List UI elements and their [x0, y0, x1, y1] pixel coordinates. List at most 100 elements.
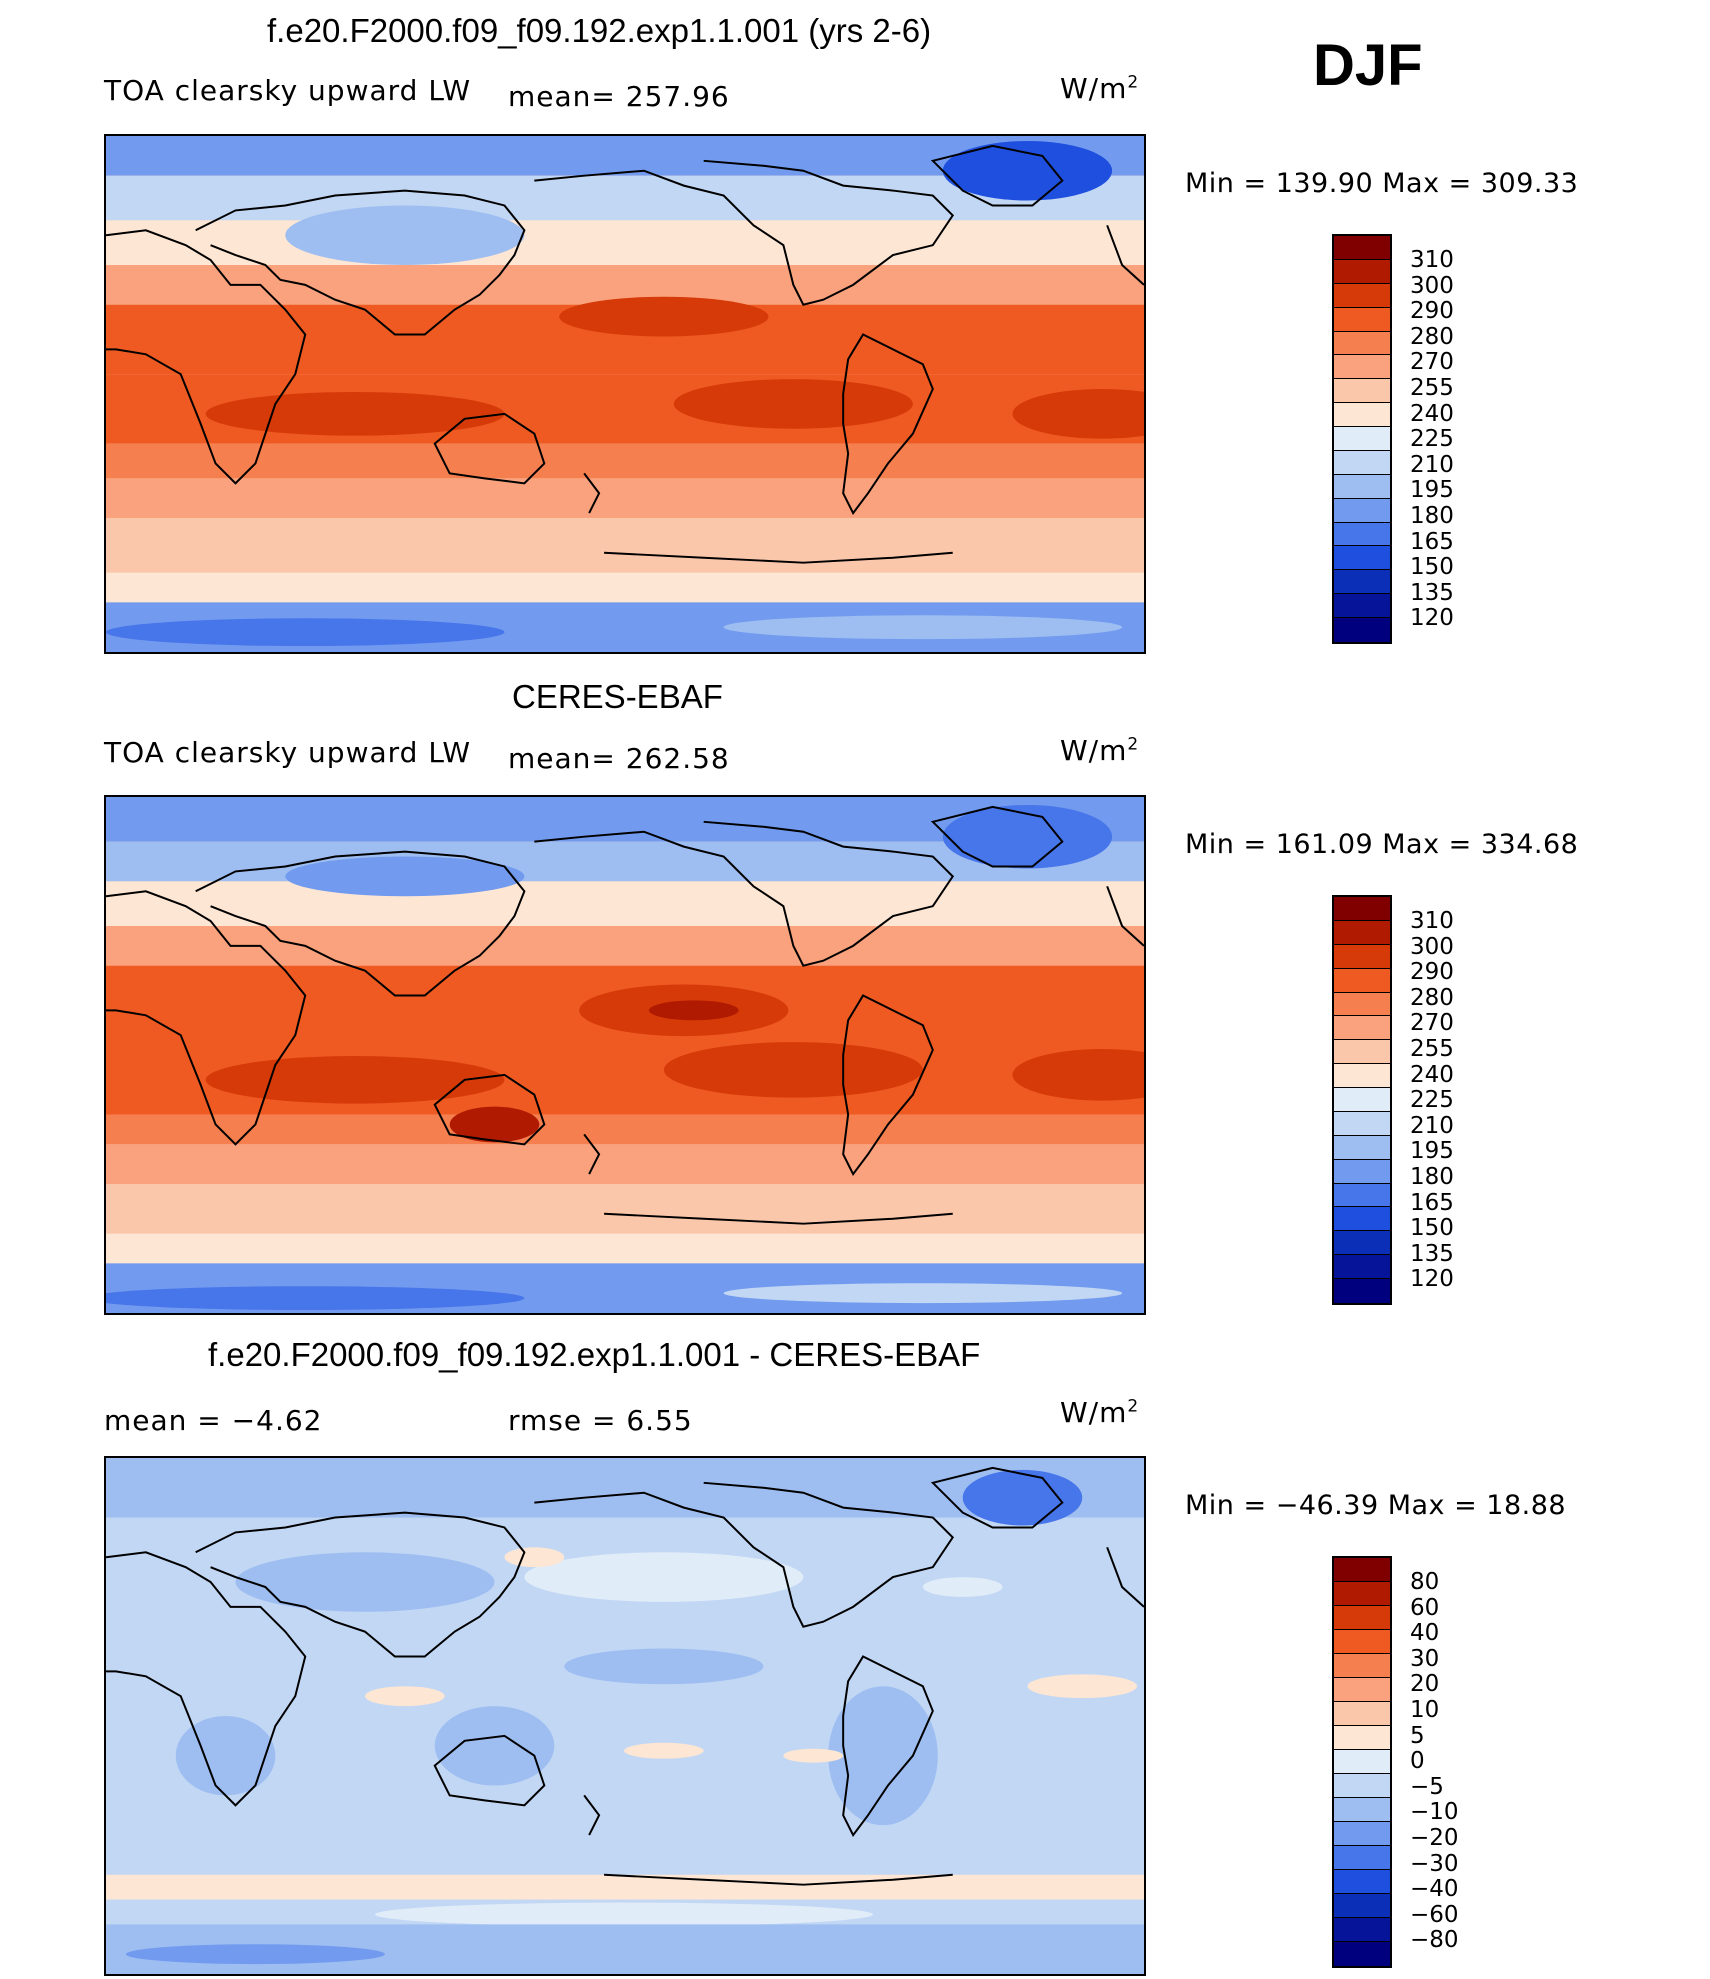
colorbar-label: 60: [1410, 1594, 1440, 1621]
panel2-units: W/m2: [1060, 734, 1140, 767]
panel2-title: CERES-EBAF: [512, 678, 723, 715]
colorbar-swatch: [1334, 1942, 1390, 1966]
colorbar-swatch: [1334, 1918, 1390, 1942]
panel1-map: [104, 134, 1146, 654]
colorbar-swatch: [1334, 1135, 1390, 1160]
colorbar-swatch: [1334, 259, 1390, 284]
colorbar-swatch: [1334, 1064, 1390, 1088]
panel1-title: f.e20.F2000.f09_f09.192.exp1.1.001 (yrs …: [267, 12, 932, 49]
colorbar-swatch: [1334, 992, 1390, 1017]
colorbar-label: −20: [1410, 1824, 1459, 1851]
colorbar-label: 195: [1410, 1138, 1454, 1165]
colorbar-label: −40: [1410, 1876, 1459, 1903]
colorbar-label: 210: [1410, 451, 1454, 478]
panel1-mean: mean= 257.96: [508, 80, 730, 113]
colorbar-label: 120: [1410, 605, 1454, 632]
colorbar-label: 5: [1410, 1722, 1425, 1749]
panel2-colorbar-labels: 310 300 290 280 270 255 240 225 210 195 180 165 150 1…: [1410, 908, 1454, 1293]
panel3-title: f.e20.F2000.f09_f09.192.exp1.1.001 - CER…: [208, 1336, 981, 1373]
colorbar-label: 290: [1410, 959, 1454, 986]
panel3-mean: mean = −4.62: [104, 1404, 323, 1437]
colorbar-label: −10: [1410, 1799, 1459, 1826]
colorbar-label: 300: [1410, 933, 1454, 960]
colorbar-swatch: [1334, 1255, 1390, 1279]
colorbar-swatch: [1334, 1088, 1390, 1112]
panel3-rmse: rmse = 6.55: [508, 1404, 693, 1437]
colorbar-swatch: [1334, 1016, 1390, 1041]
colorbar-label: 195: [1410, 477, 1454, 504]
panel3-map: [104, 1456, 1146, 1976]
colorbar-label: −80: [1410, 1927, 1459, 1954]
colorbar-label: 150: [1410, 1215, 1454, 1242]
colorbar-swatch: [1334, 618, 1390, 642]
colorbar-label: 280: [1410, 984, 1454, 1011]
colorbar-label: 135: [1410, 1240, 1454, 1267]
colorbar-swatch: [1334, 1606, 1390, 1630]
colorbar-label: 225: [1410, 1087, 1454, 1114]
colorbar-label: 290: [1410, 298, 1454, 325]
panel2-minmax: Min = 161.09 Max = 334.68: [1185, 829, 1579, 860]
colorbar-swatch: [1334, 1774, 1390, 1798]
panel2-map: [104, 795, 1146, 1315]
colorbar-label: 40: [1410, 1620, 1440, 1647]
colorbar-label: 180: [1410, 1163, 1454, 1190]
panel2-colorbar: [1332, 895, 1392, 1305]
panel3-units: W/m2: [1060, 1396, 1140, 1429]
colorbar-label: 270: [1410, 1010, 1454, 1037]
colorbar-label: 255: [1410, 1035, 1454, 1062]
colorbar-swatch: [1334, 379, 1390, 404]
panel1-colorbar: [1332, 234, 1392, 644]
panel3-colorbar-labels: 80 60 40 30 20 10 5 0 −5 −10 −20 −30 −40 −60 −80: [1410, 1569, 1459, 1954]
panel1-units: W/m2: [1060, 72, 1140, 105]
colorbar-swatch: [1334, 897, 1390, 921]
colorbar-label: 30: [1410, 1645, 1440, 1672]
colorbar-swatch: [1334, 1798, 1390, 1822]
panel2-mean: mean= 262.58: [508, 742, 730, 775]
colorbar-swatch: [1334, 546, 1390, 571]
colorbar-swatch: [1334, 450, 1390, 475]
season-label: DJF: [1313, 33, 1423, 98]
panel2-variable: TOA clearsky upward LW: [104, 736, 472, 769]
colorbar-swatch: [1334, 1846, 1390, 1870]
colorbar-label: 210: [1410, 1112, 1454, 1139]
colorbar-swatch: [1334, 1630, 1390, 1654]
colorbar-swatch: [1334, 1654, 1390, 1678]
panel3-map-field: [106, 1458, 1144, 1974]
colorbar-label: 0: [1410, 1748, 1425, 1775]
colorbar-swatch: [1334, 594, 1390, 618]
colorbar-label: −60: [1410, 1901, 1459, 1928]
colorbar-swatch: [1334, 920, 1390, 945]
colorbar-label: 310: [1410, 908, 1454, 934]
colorbar-label: 150: [1410, 554, 1454, 581]
colorbar-swatch: [1334, 1822, 1390, 1846]
colorbar-swatch: [1334, 236, 1390, 260]
panel1-colorbar-labels: 310 300 290 280 270 255 240 225 210 195 180 165 150 1…: [1410, 247, 1454, 632]
colorbar-swatch: [1334, 1159, 1390, 1184]
colorbar-label: 270: [1410, 349, 1454, 376]
colorbar-swatch: [1334, 1111, 1390, 1136]
colorbar-swatch: [1334, 1702, 1390, 1726]
colorbar-label: 165: [1410, 1189, 1454, 1216]
colorbar-swatch: [1334, 403, 1390, 427]
colorbar-label: −5: [1410, 1773, 1444, 1800]
colorbar-swatch: [1334, 570, 1390, 595]
colorbar-swatch: [1334, 474, 1390, 499]
colorbar-swatch: [1334, 944, 1390, 969]
colorbar-swatch: [1334, 1894, 1390, 1918]
colorbar-label: 135: [1410, 579, 1454, 606]
colorbar-swatch: [1334, 283, 1390, 308]
colorbar-label: 10: [1410, 1696, 1440, 1723]
panel2-map-field: [106, 797, 1144, 1313]
colorbar-label: 240: [1410, 400, 1454, 427]
colorbar-label: 80: [1410, 1569, 1440, 1595]
colorbar-label: 280: [1410, 323, 1454, 350]
panel1-variable: TOA clearsky upward LW: [104, 74, 472, 107]
colorbar-swatch: [1334, 1750, 1390, 1774]
colorbar-swatch: [1334, 522, 1390, 547]
colorbar-swatch: [1334, 427, 1390, 451]
colorbar-label: 240: [1410, 1061, 1454, 1088]
colorbar-swatch: [1334, 968, 1390, 993]
colorbar-label: 120: [1410, 1266, 1454, 1293]
colorbar-swatch: [1334, 1726, 1390, 1750]
panel3-minmax: Min = −46.39 Max = 18.88: [1185, 1490, 1567, 1521]
